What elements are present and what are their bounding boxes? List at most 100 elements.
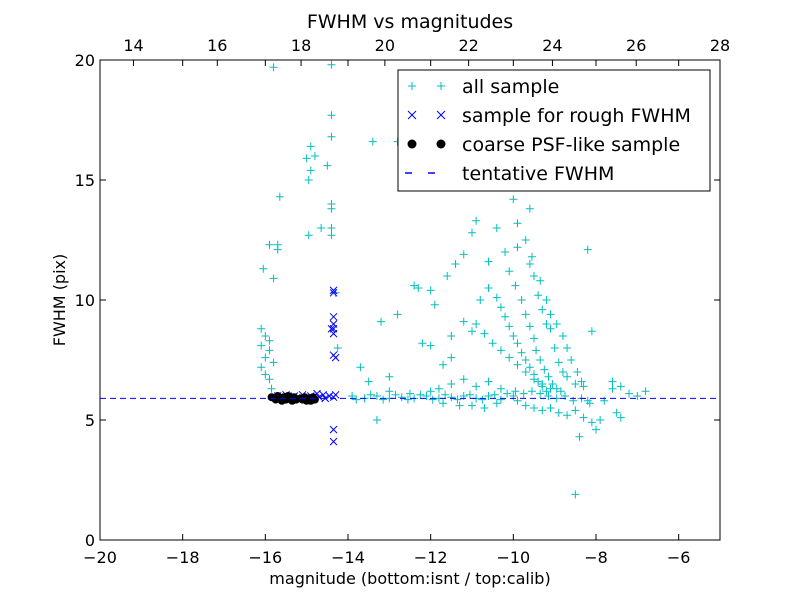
point-all-sample xyxy=(625,389,634,398)
top-x-tick-label: 16 xyxy=(207,36,227,55)
point-all-sample xyxy=(503,389,512,398)
point-all-sample xyxy=(323,161,332,170)
point-all-sample xyxy=(451,260,460,268)
point-all-sample xyxy=(447,332,456,340)
point-all-sample xyxy=(573,368,582,376)
point-all-sample xyxy=(265,375,274,384)
point-all-sample xyxy=(554,358,563,367)
x-tick-label: −18 xyxy=(166,548,200,567)
top-x-tick-label: 20 xyxy=(375,36,395,55)
point-all-sample xyxy=(302,154,311,163)
point-all-sample xyxy=(513,339,522,348)
legend-label-tentative-fwhm: tentative FWHM xyxy=(462,163,614,185)
point-all-sample xyxy=(459,317,468,326)
point-all-sample xyxy=(538,305,547,314)
point-all-sample xyxy=(534,377,543,386)
point-all-sample xyxy=(556,387,565,396)
point-all-sample xyxy=(317,224,326,232)
point-all-sample xyxy=(505,353,514,362)
point-all-sample xyxy=(550,344,559,352)
point-all-sample xyxy=(563,411,572,420)
x-tick-label: −20 xyxy=(83,548,117,567)
point-rough-fwhm xyxy=(329,286,338,295)
point-all-sample xyxy=(472,320,481,328)
point-all-sample xyxy=(548,380,557,388)
y-tick-label: 5 xyxy=(85,411,95,430)
point-all-sample xyxy=(269,358,278,367)
series-dot xyxy=(267,392,319,405)
point-all-sample xyxy=(563,344,572,352)
point-all-sample xyxy=(496,395,505,404)
point-all-sample xyxy=(530,334,538,343)
point-all-sample xyxy=(426,341,435,350)
point-all-sample xyxy=(616,382,625,391)
point-all-sample xyxy=(517,296,526,304)
x-tick-label: −6 xyxy=(667,548,691,567)
point-all-sample xyxy=(563,372,572,381)
point-all-sample xyxy=(488,339,497,348)
point-all-sample xyxy=(513,243,522,252)
point-all-sample xyxy=(616,413,625,422)
y-tick-label: 15 xyxy=(75,171,95,190)
point-all-sample xyxy=(583,245,592,254)
point-all-sample xyxy=(542,320,551,328)
series-plus xyxy=(257,60,650,499)
top-x-tick-label: 14 xyxy=(123,36,143,55)
point-rough-fwhm xyxy=(327,324,336,333)
y-axis-label: FWHM (pix) xyxy=(50,254,69,347)
legend-marker-plus xyxy=(437,82,445,90)
point-all-sample xyxy=(273,245,282,254)
point-all-sample xyxy=(517,348,526,357)
x-tick-label: −12 xyxy=(414,548,448,567)
point-all-sample xyxy=(608,384,617,393)
legend-marker-x xyxy=(436,110,446,120)
point-all-sample xyxy=(501,312,510,321)
x-tick-label: −8 xyxy=(584,548,608,567)
point-rough-fwhm xyxy=(329,437,338,446)
point-all-sample xyxy=(304,231,313,240)
point-all-sample xyxy=(430,300,439,309)
point-all-sample xyxy=(269,63,278,72)
legend-label-rough-fwhm: sample for rough FWHM xyxy=(462,105,691,127)
point-all-sample xyxy=(304,176,313,184)
point-all-sample xyxy=(422,392,431,400)
point-all-sample xyxy=(269,274,278,283)
y-tick-label: 20 xyxy=(75,51,95,70)
point-all-sample xyxy=(327,60,336,69)
point-all-sample xyxy=(596,416,605,424)
point-all-sample xyxy=(310,152,319,160)
plot-data xyxy=(100,60,720,499)
point-all-sample xyxy=(544,392,553,400)
point-all-sample xyxy=(377,317,386,326)
x-tick-label: −16 xyxy=(248,548,282,567)
point-all-sample xyxy=(453,395,462,404)
point-all-sample xyxy=(261,353,270,362)
point-all-sample xyxy=(261,332,270,340)
point-all-sample xyxy=(441,390,450,399)
point-all-sample xyxy=(306,166,315,175)
x-axis-label: magnitude (bottom:isnt / top:calib) xyxy=(269,569,550,588)
top-x-tick-label: 26 xyxy=(626,36,646,55)
point-all-sample xyxy=(418,339,427,348)
point-all-sample xyxy=(259,264,268,273)
point-all-sample xyxy=(426,286,435,295)
legend: all sample sample for rough FWHM coarse … xyxy=(397,69,711,192)
legend-label-all-sample: all sample xyxy=(462,76,559,98)
point-all-sample xyxy=(478,395,487,404)
point-all-sample xyxy=(261,370,270,379)
point-all-sample xyxy=(368,137,377,146)
point-all-sample xyxy=(426,387,435,396)
point-all-sample xyxy=(327,204,336,213)
point-all-sample xyxy=(641,387,650,396)
point-all-sample xyxy=(554,408,563,417)
point-all-sample xyxy=(257,341,266,350)
point-all-sample xyxy=(513,396,522,405)
point-all-sample xyxy=(532,346,541,355)
point-all-sample xyxy=(327,231,336,240)
point-all-sample xyxy=(327,111,336,120)
point-all-sample xyxy=(571,406,580,415)
point-all-sample xyxy=(480,329,489,338)
point-all-sample xyxy=(257,324,266,333)
point-all-sample xyxy=(546,404,555,412)
